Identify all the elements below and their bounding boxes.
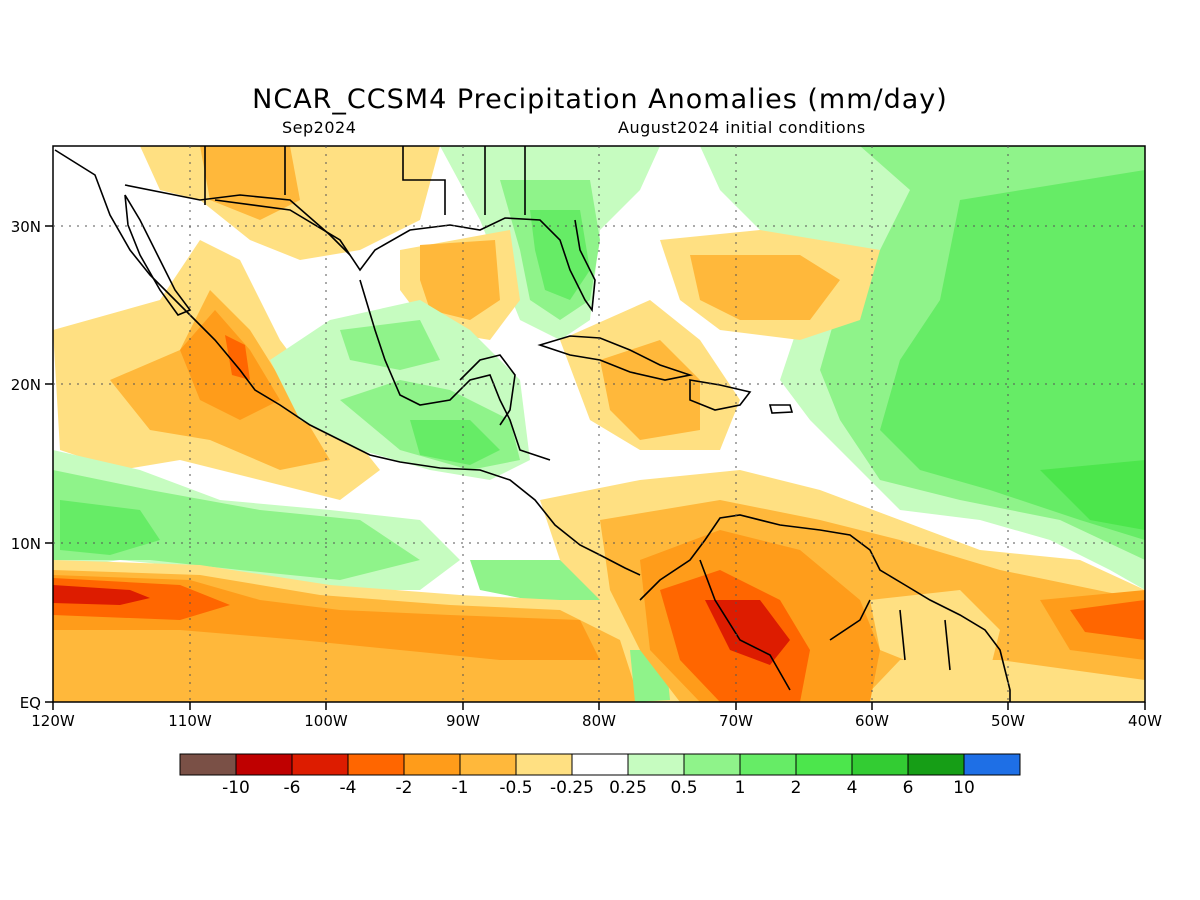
cuba-coastline — [537, 335, 694, 381]
lat-tick-label: EQ — [20, 694, 41, 712]
gulf-dry-core — [420, 240, 500, 320]
mexico-east-coastline — [359, 279, 551, 461]
venezuela-guyana-border — [829, 599, 871, 641]
colorbar-label: -10 — [222, 778, 250, 798]
colorbar-label: -2 — [396, 778, 413, 798]
colorbar-swatch — [571, 753, 629, 776]
colorbar-label: 0.5 — [670, 778, 697, 798]
colorbar-swatch — [515, 753, 573, 776]
valid-month-label: Sep2024 — [282, 118, 357, 137]
hispaniola-coastline — [689, 379, 752, 411]
bay-campeche-wet — [340, 320, 440, 370]
east-pacific-wet-core — [53, 470, 420, 580]
colorbar-swatch — [291, 753, 349, 776]
colorbar-labels: -10 -6 -4 -2 -1 -0.5 -0.25 0.25 0.5 1 2 4 6 10 — [222, 778, 975, 798]
longitude-labels: 120W 110W 100W 90W 80W 70W 60W 50W 40W — [31, 712, 1162, 730]
gulf-coast-coastline — [214, 199, 596, 313]
colorbar-swatch — [459, 753, 517, 776]
colorbar — [179, 753, 1021, 776]
lon-tick-label: 50W — [991, 712, 1025, 730]
colorbar-swatch — [403, 753, 461, 776]
colorbar-swatch — [627, 753, 685, 776]
colorbar-label: 1 — [735, 778, 746, 798]
colorbar-swatch — [235, 753, 293, 776]
colorbar-label: -4 — [340, 778, 357, 798]
lon-tick-label: 60W — [855, 712, 889, 730]
yucatan-coastline — [459, 354, 516, 426]
lon-tick-label: 100W — [304, 712, 348, 730]
atlantic-east-dry-max — [1070, 600, 1145, 640]
suriname-guiana-border — [944, 619, 951, 671]
colorbar-swatch — [851, 753, 909, 776]
atlantic-wet-strong — [880, 170, 1145, 540]
map-title: NCAR_CCSM4 Precipitation Anomalies (mm/d… — [252, 84, 948, 115]
colorbar-label: 0.25 — [609, 778, 647, 798]
colorbar-label: -0.25 — [550, 778, 594, 798]
guyana-suriname-border — [899, 609, 906, 661]
baja-california-coastline — [124, 194, 192, 316]
lon-tick-label: 90W — [446, 712, 480, 730]
guianas-dry-light — [870, 590, 1000, 670]
lon-tick-label: 120W — [31, 712, 75, 730]
subtropical-atlantic-dry-core — [690, 255, 840, 320]
colorbar-swatch — [739, 753, 797, 776]
central-america-wet-strong — [410, 420, 500, 465]
colorbar-label: 4 — [847, 778, 858, 798]
lat-tick-label: 10N — [11, 535, 41, 553]
colorbar-label: -1 — [452, 778, 469, 798]
colorbar-swatch — [179, 753, 237, 776]
atlantic-wet-max — [1040, 460, 1145, 530]
colorbar-swatch — [683, 753, 741, 776]
colorbar-label: 6 — [903, 778, 914, 798]
colorbar-swatch — [795, 753, 853, 776]
colorbar-swatch — [963, 753, 1021, 776]
tick-marks — [45, 225, 1146, 710]
colorbar-swatch — [347, 753, 405, 776]
venezuela-dry-extreme — [705, 600, 790, 665]
us-mexico-border — [124, 184, 351, 256]
colorbar-swatch — [907, 753, 965, 776]
itcz-dry-band-extreme — [53, 585, 150, 605]
lon-tick-label: 40W — [1128, 712, 1162, 730]
pacific-coast-dry-strong — [180, 310, 280, 420]
latitude-labels: EQ 10N 20N 30N — [11, 218, 41, 712]
colorbar-label: 2 — [791, 778, 802, 798]
colorbar-label: 10 — [953, 778, 975, 798]
mexico-pacific-coastline — [54, 149, 641, 576]
colorbar-label: -0.5 — [499, 778, 532, 798]
lat-tick-label: 30N — [11, 218, 41, 236]
us-state-lines — [204, 146, 526, 215]
colombia-venezuela-border — [699, 559, 791, 691]
graticule — [53, 146, 1145, 702]
initial-conditions-label: August2024 initial conditions — [618, 118, 866, 137]
anomaly-field — [53, 146, 1145, 702]
florida-wet-strong — [530, 210, 590, 300]
lon-tick-label: 70W — [719, 712, 753, 730]
colorbar-label: -6 — [284, 778, 301, 798]
lon-tick-label: 110W — [168, 712, 212, 730]
pacific-coast-dry-max — [225, 335, 250, 380]
lat-tick-label: 20N — [11, 376, 41, 394]
lon-tick-label: 80W — [582, 712, 616, 730]
puerto-rico-coastline — [768, 404, 794, 414]
east-pacific-wet-strong — [60, 500, 160, 555]
caribbean-dry-core — [600, 340, 700, 440]
